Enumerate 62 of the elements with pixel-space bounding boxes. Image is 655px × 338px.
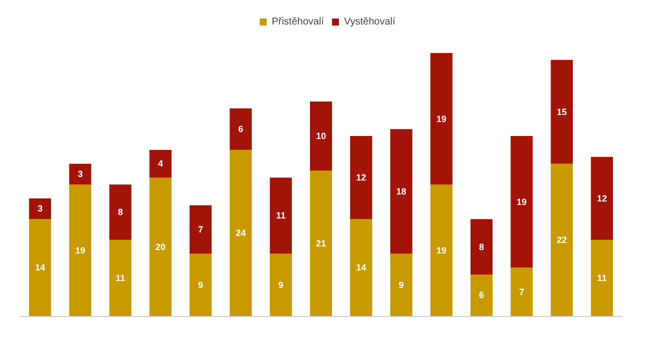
bar xyxy=(590,240,613,316)
data-label: 19 xyxy=(436,245,446,256)
bar xyxy=(230,108,252,150)
bar xyxy=(190,205,212,254)
bar xyxy=(270,178,292,254)
bar xyxy=(29,219,52,316)
bar xyxy=(270,254,292,316)
bar xyxy=(310,170,332,316)
data-label: 8 xyxy=(118,207,123,218)
data-label: 22 xyxy=(556,234,567,245)
data-label: 11 xyxy=(116,272,126,283)
data-label: 10 xyxy=(316,131,326,142)
data-label: 15 xyxy=(556,106,567,117)
bar xyxy=(109,184,132,240)
data-label: 9 xyxy=(398,280,404,290)
data-label: 7 xyxy=(198,224,204,234)
data-label: 7 xyxy=(519,286,524,297)
bar xyxy=(390,129,412,254)
data-label: 3 xyxy=(78,169,83,180)
bar xyxy=(390,254,412,316)
data-label: 14 xyxy=(356,262,366,273)
data-label: 12 xyxy=(356,172,366,183)
bar xyxy=(550,60,573,164)
bar xyxy=(149,150,172,178)
data-label: 11 xyxy=(276,210,286,221)
bar xyxy=(470,274,493,316)
data-label: 9 xyxy=(198,280,204,290)
bar xyxy=(550,164,573,316)
data-label: 18 xyxy=(396,186,406,196)
bar xyxy=(230,150,252,316)
bar xyxy=(510,136,533,268)
legend-label: Přistěhovalí xyxy=(272,16,324,28)
data-label: 21 xyxy=(316,238,326,248)
bar xyxy=(350,219,372,316)
data-label: 11 xyxy=(597,272,607,283)
data-label: 19 xyxy=(75,245,86,256)
bar xyxy=(29,198,52,220)
data-label: 20 xyxy=(155,242,166,252)
bar xyxy=(430,184,452,316)
data-label: 8 xyxy=(479,242,484,252)
bar xyxy=(69,184,92,316)
bar xyxy=(430,53,452,184)
data-label: 19 xyxy=(516,196,527,207)
bar xyxy=(190,254,212,316)
data-label: 24 xyxy=(236,228,246,238)
bar xyxy=(510,268,533,316)
legend-label: Vystěhovalí xyxy=(344,16,396,28)
bar xyxy=(69,164,92,184)
data-label: 14 xyxy=(35,262,46,273)
data-label: 6 xyxy=(238,124,244,134)
bar xyxy=(149,178,172,316)
bar xyxy=(310,101,332,171)
bar xyxy=(590,156,613,240)
bar xyxy=(350,136,372,220)
data-label: 3 xyxy=(38,204,43,214)
bar xyxy=(470,219,493,274)
data-label: 12 xyxy=(596,193,607,204)
bar xyxy=(109,240,132,316)
data-label: 4 xyxy=(158,158,163,169)
data-label: 6 xyxy=(479,290,484,300)
data-label: 19 xyxy=(436,114,446,124)
data-label: 9 xyxy=(278,280,284,290)
